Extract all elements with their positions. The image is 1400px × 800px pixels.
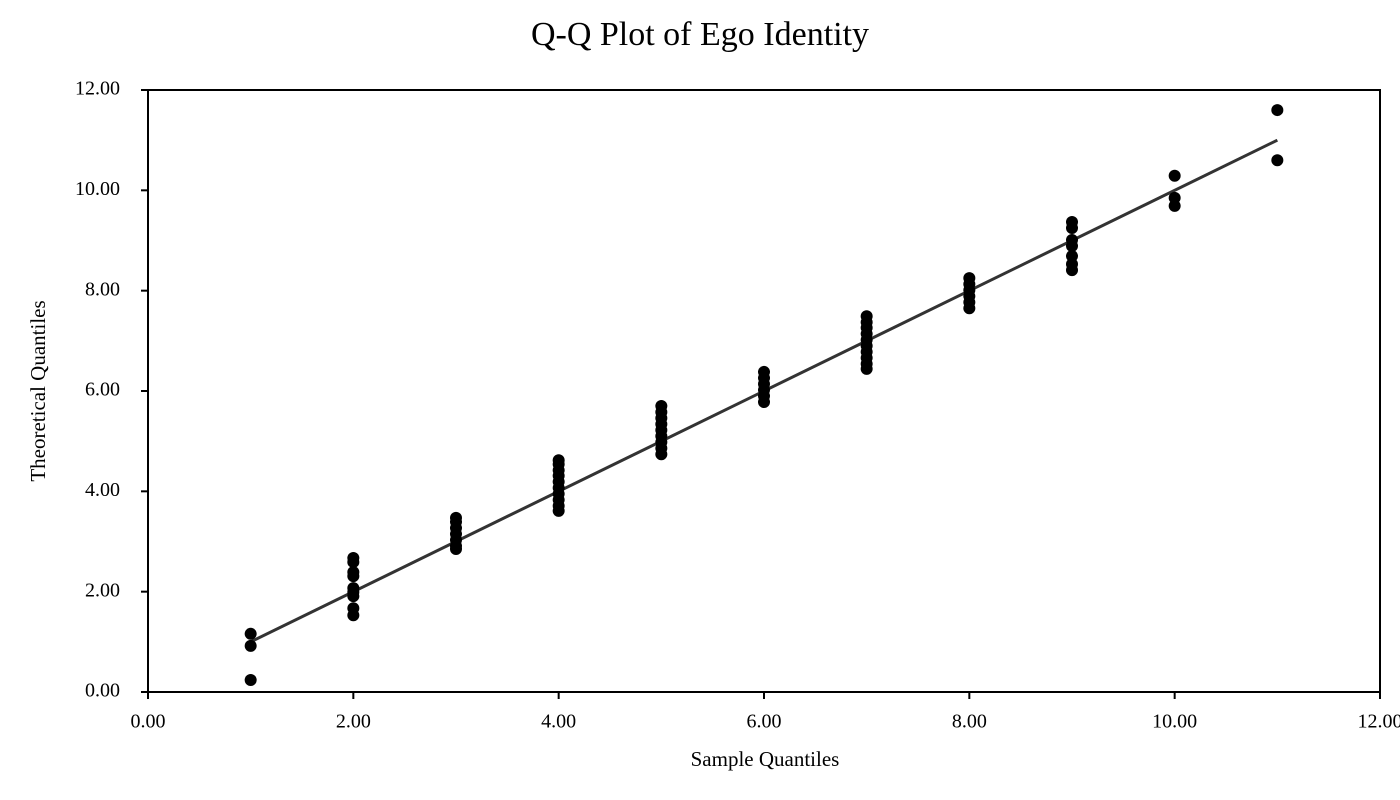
data-point (1066, 221, 1078, 234)
data-point (1168, 199, 1181, 212)
data-point (244, 627, 257, 640)
y-axis-title: Theoretical Quantiles (26, 300, 50, 481)
data-point (1168, 169, 1181, 182)
data-point (347, 556, 360, 569)
data-point (1066, 240, 1078, 253)
data-point (963, 302, 976, 315)
data-point (655, 448, 668, 461)
y-tick-label: 4.00 (85, 479, 120, 501)
data-point (1066, 264, 1078, 277)
y-tick-label: 8.00 (85, 278, 120, 300)
x-axis-title: Sample Quantiles (691, 747, 840, 771)
x-tick-label: 10.00 (1152, 711, 1197, 733)
data-point (347, 570, 360, 583)
x-tick-label: 6.00 (747, 711, 782, 733)
x-tick-label: 12.00 (1358, 711, 1400, 733)
data-point (860, 362, 873, 375)
data-point (1271, 104, 1284, 117)
y-tick-label: 6.00 (85, 379, 120, 401)
data-point (450, 543, 462, 556)
chart-title: Q-Q Plot of Ego Identity (531, 16, 869, 53)
data-point (552, 504, 565, 517)
x-tick-label: 4.00 (541, 711, 576, 733)
data-point (1271, 154, 1284, 167)
data-point (758, 396, 770, 409)
y-tick-label: 2.00 (85, 579, 120, 601)
x-tick-label: 8.00 (952, 711, 987, 733)
y-tick-label: 10.00 (75, 178, 120, 200)
data-point (244, 673, 257, 686)
data-point (347, 609, 360, 622)
x-tick-label: 0.00 (131, 711, 166, 733)
data-point (244, 639, 257, 652)
data-point (347, 590, 360, 603)
x-tick-label: 2.00 (336, 711, 371, 733)
y-tick-label: 0.00 (85, 680, 120, 702)
y-tick-label: 12.00 (75, 78, 120, 100)
